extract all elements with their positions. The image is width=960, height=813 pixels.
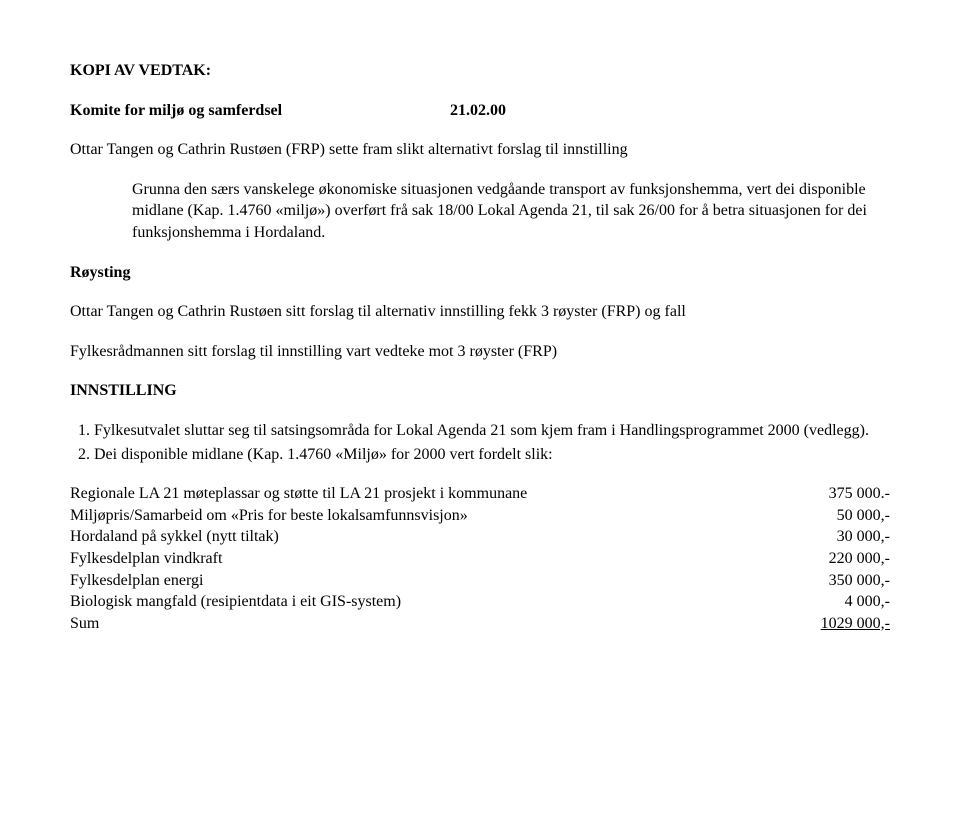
list-item: Dei disponible midlane (Kap. 1.4760 «Mil… <box>94 444 890 466</box>
allocation-amount: 50 000,- <box>770 505 890 527</box>
allocation-desc: Hordaland på sykkel (nytt tiltak) <box>70 526 770 548</box>
allocation-table: Regionale LA 21 møteplassar og støtte ti… <box>70 483 890 634</box>
allocation-amount: 4 000,- <box>770 591 890 613</box>
table-row: Fylkesdelplan vindkraft 220 000,- <box>70 548 890 570</box>
allocation-desc: Fylkesdelplan vindkraft <box>70 548 770 570</box>
voting-paragraph-2: Fylkesrådmannen sitt forslag til innstil… <box>70 341 890 363</box>
indented-paragraph: Grunna den særs vanskelege økonomiske si… <box>132 179 890 244</box>
table-row-sum: Sum 1029 000,- <box>70 613 890 635</box>
committee-name: Komite for miljø og samferdsel <box>70 100 450 122</box>
allocation-amount: 220 000,- <box>770 548 890 570</box>
allocation-desc: Biologisk mangfald (resipientdata i eit … <box>70 591 770 613</box>
intro-text: Ottar Tangen og Cathrin Rustøen (FRP) se… <box>70 139 890 161</box>
table-row: Biologisk mangfald (resipientdata i eit … <box>70 591 890 613</box>
table-row: Fylkesdelplan energi 350 000,- <box>70 570 890 592</box>
allocation-desc: Miljøpris/Samarbeid om «Pris for beste l… <box>70 505 770 527</box>
numbered-list: Fylkesutvalet sluttar seg til satsingsom… <box>70 420 890 465</box>
committee-date: 21.02.00 <box>450 100 506 122</box>
list-item: Fylkesutvalet sluttar seg til satsingsom… <box>94 420 890 442</box>
table-row: Miljøpris/Samarbeid om «Pris for beste l… <box>70 505 890 527</box>
allocation-amount: 30 000,- <box>770 526 890 548</box>
innstilling-heading: INNSTILLING <box>70 380 890 402</box>
table-row: Hordaland på sykkel (nytt tiltak) 30 000… <box>70 526 890 548</box>
allocation-desc: Regionale LA 21 møteplassar og støtte ti… <box>70 483 770 505</box>
page-heading: KOPI AV VEDTAK: <box>70 60 890 82</box>
allocation-amount: 375 000.- <box>770 483 890 505</box>
sum-label: Sum <box>70 613 770 635</box>
voting-paragraph-1: Ottar Tangen og Cathrin Rustøen sitt for… <box>70 301 890 323</box>
voting-heading: Røysting <box>70 262 890 284</box>
sum-amount: 1029 000,- <box>770 613 890 635</box>
table-row: Regionale LA 21 møteplassar og støtte ti… <box>70 483 890 505</box>
allocation-amount: 350 000,- <box>770 570 890 592</box>
allocation-desc: Fylkesdelplan energi <box>70 570 770 592</box>
